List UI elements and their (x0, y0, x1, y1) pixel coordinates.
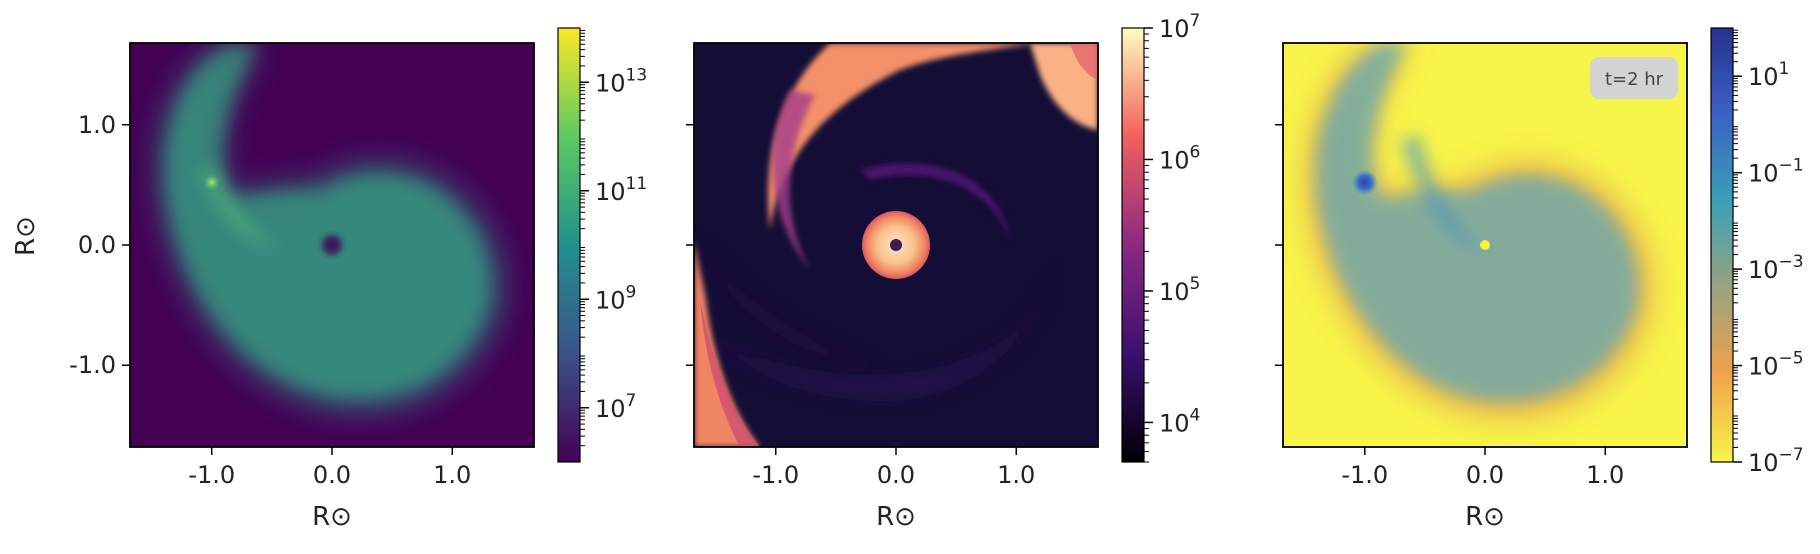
colorbar-tick-label: 107 (1159, 11, 1200, 43)
panel-left-colorbar-ticks: 107 109 1011 1013 (580, 29, 647, 447)
panel-right-xticks: -1.0 0.0 1.0 (1341, 447, 1624, 489)
primary-star-core (1480, 240, 1490, 250)
y-tick-label: 0.0 (78, 231, 116, 259)
colorbar-tick-label: 10−1 (1748, 156, 1804, 188)
colorbar-tick-label: 10−7 (1748, 445, 1804, 477)
panel-middle-colorbar-ticks: 104 105 106 107 (1144, 11, 1200, 463)
spiral-body (1315, 43, 1639, 403)
upper-hot-stream (768, 43, 1040, 230)
colorbar-tick-label: 1011 (595, 174, 647, 206)
x-tick-label: 0.0 (1466, 461, 1504, 489)
panel-left-xlabel: R⊙ (312, 502, 352, 532)
colorbar-tick-label: 1013 (595, 65, 647, 97)
colorbar-tick-label: 106 (1159, 142, 1200, 174)
panel-middle-yticks (686, 124, 694, 366)
x-tick-label: -1.0 (1341, 461, 1388, 489)
panel-middle-xticks: -1.0 0.0 1.0 (752, 447, 1035, 489)
panel-middle: -1.0 0.0 1.0 R⊙ 104 105 106 107 (686, 11, 1200, 532)
y-tick-label: -1.0 (69, 351, 116, 379)
panel-left-colorbar (557, 27, 581, 463)
panel-left-yticks: 1.0 0.0 -1.0 (69, 111, 130, 379)
primary-star-core (322, 235, 342, 255)
primary-star-core (890, 239, 902, 251)
colorbar-tick-label: 101 (1748, 59, 1789, 91)
time-annotation-text: t=2 hr (1605, 69, 1664, 90)
colorbar-tick-label: 105 (1159, 274, 1200, 306)
lower-left-stream (694, 240, 760, 447)
shock-arc (860, 163, 1010, 240)
panel-right-xlabel: R⊙ (1465, 502, 1505, 532)
x-tick-label: 1.0 (433, 461, 471, 489)
x-tick-label: -1.0 (752, 461, 799, 489)
colorbar-tick-label: 10−3 (1748, 252, 1804, 284)
time-annotation-box (1590, 57, 1678, 99)
x-tick-label: 1.0 (997, 461, 1035, 489)
inner-hot-arm (772, 90, 815, 270)
panel-left-image (159, 45, 502, 410)
x-tick-label: -1.0 (188, 461, 235, 489)
spiral-inner-arm (200, 165, 280, 250)
colorbar-tick-label: 109 (595, 282, 636, 314)
x-tick-label: 0.0 (877, 461, 915, 489)
panel-right-colorbar-ticks: 101 10−1 10−3 10−5 10−7 (1733, 29, 1804, 477)
panel-left: -1.0 0.0 1.0 1.00.0-1.0 R⊙ R⊙ 107109101110… (11, 27, 647, 532)
spiral-body (165, 45, 489, 397)
upper-right-edge (1070, 43, 1098, 80)
panel-right-colorbar (1710, 27, 1734, 463)
x-tick-label: 1.0 (1586, 461, 1624, 489)
time-annotation: t=2 hr (1590, 57, 1678, 99)
panel-right-image (1307, 43, 1652, 417)
companion-star (1351, 169, 1378, 196)
colorbar-tick-label: 104 (1159, 405, 1200, 437)
panel-middle-image (694, 43, 1098, 447)
panel-right-yticks (1275, 124, 1283, 366)
spiral-inner-arm (1400, 135, 1485, 255)
panel-middle-xlabel: R⊙ (876, 502, 916, 532)
companion-star (202, 173, 221, 192)
panel-left-ylabel: R⊙ (11, 216, 41, 256)
panel-middle-colorbar (1121, 27, 1145, 463)
lower-left-edge (700, 300, 760, 447)
panel-right: t=2 hr -1.0 0.0 1.0 R⊙ 101 10−1 10−3 10−5 10−7 (1275, 27, 1804, 532)
y-tick-label: 1.0 (78, 111, 116, 139)
colorbar-tick-label: 107 (595, 391, 636, 423)
panel-left-xticks: -1.0 0.0 1.0 (188, 447, 471, 489)
colorbar-tick-label: 10−5 (1748, 349, 1804, 381)
x-tick-label: 0.0 (313, 461, 351, 489)
